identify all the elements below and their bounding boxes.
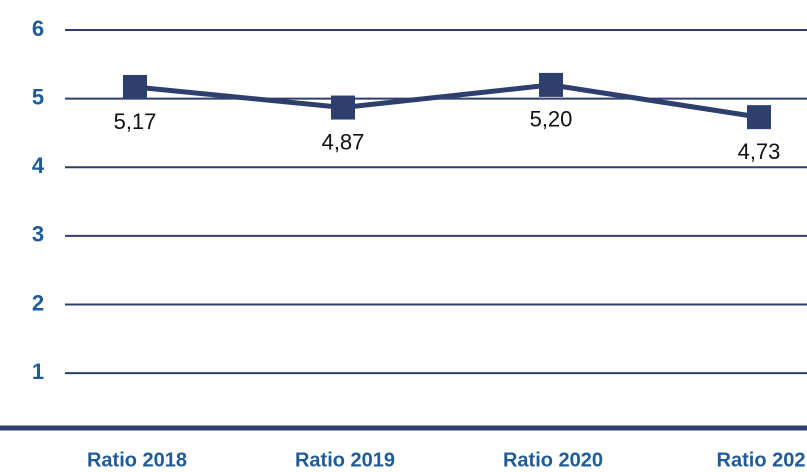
line (134, 82, 760, 120)
data-label: 5,20 (530, 107, 573, 132)
marker (123, 74, 147, 99)
y-tick-label: 2 (32, 290, 44, 315)
marker (331, 95, 355, 120)
x-tick-label: Ratio 2019 (295, 449, 395, 471)
x-tick-label: Ratio 2020 (503, 449, 603, 471)
y-tick-label: 5 (32, 84, 44, 109)
x-tick-label: Ratio 2018 (87, 449, 187, 471)
y-tick-label: 1 (32, 359, 44, 384)
data-label: 4,73 (738, 139, 781, 164)
y-tick-label: 4 (32, 153, 45, 178)
marker (747, 105, 771, 130)
y-tick-label: 6 (32, 16, 44, 41)
y-tick-label: 3 (32, 222, 44, 247)
data-label: 5,17 (114, 109, 157, 134)
x-tick-label: Ratio 202 (717, 449, 806, 471)
data-label: 4,87 (322, 129, 365, 154)
marker (539, 72, 563, 97)
